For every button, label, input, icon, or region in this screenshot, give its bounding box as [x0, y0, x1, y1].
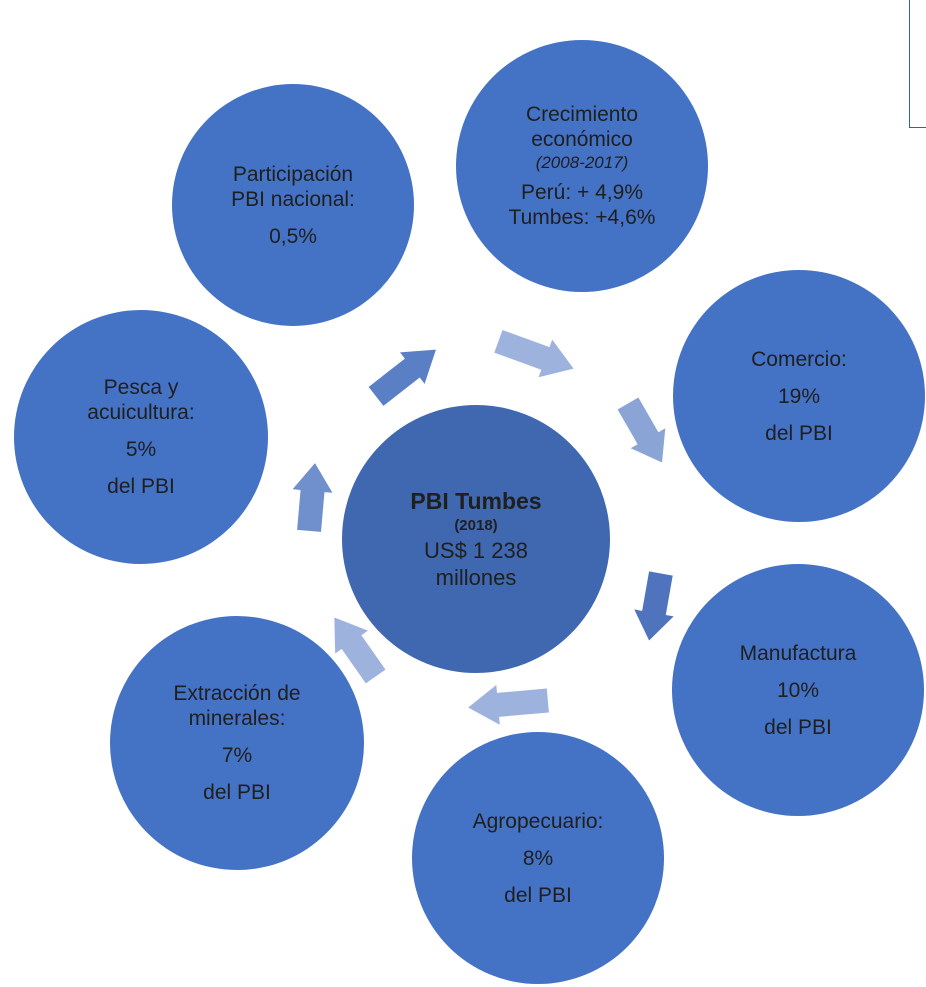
pesca-value: 5%: [125, 438, 157, 461]
comercio-unit: del PBI: [765, 421, 833, 445]
agropecuario-label: Agropecuario:: [472, 809, 604, 833]
agropecuario-value: 8%: [522, 846, 554, 870]
center-value-line1: US$ 1 238: [424, 538, 528, 563]
arrow-4: [468, 684, 549, 725]
pesca-line2: acuicultura:: [87, 401, 195, 424]
manufactura-value: 10%: [776, 678, 820, 702]
participacion-line1: Participación: [232, 162, 354, 186]
participacion-value: 0,5%: [269, 224, 317, 248]
arrow-5: [334, 617, 386, 684]
comercio-label: Comercio:: [751, 347, 847, 371]
center-pbi-tumbes: PBI Tumbes (2018) US$ 1 238 millones: [340, 403, 612, 675]
node-pesca: Pesca y acuicultura: 5% del PBI: [14, 310, 268, 564]
crecimiento-line1: Crecimiento: [525, 103, 639, 126]
arrow-7: [368, 349, 436, 406]
crecimiento-tumbes: Tumbes: +4,6%: [508, 206, 656, 229]
edge-box: [909, 0, 926, 128]
extraccion-line1: Extracción de: [173, 682, 301, 705]
node-participacion: Participación PBI nacional: 0,5%: [172, 84, 414, 326]
center-value-line2: millones: [435, 565, 517, 590]
node-manufactura: Manufactura 10% del PBI: [672, 564, 924, 816]
node-extraccion: Extracción de minerales: 7% del PBI: [110, 616, 364, 870]
agropecuario-unit: del PBI: [504, 883, 572, 907]
node-comercio: Comercio: 19% del PBI: [673, 270, 925, 522]
center-year: (2018): [454, 517, 498, 534]
comercio-value: 19%: [777, 384, 821, 408]
crecimiento-peru: Perú: + 4,9%: [521, 181, 643, 204]
manufactura-unit: del PBI: [764, 715, 832, 739]
crecimiento-period: (2008-2017): [535, 153, 629, 172]
arrow-3: [634, 571, 674, 641]
node-crecimiento: Crecimiento económico (2008-2017) Perú: …: [456, 40, 708, 292]
arrow-1: [494, 330, 574, 378]
extraccion-unit: del PBI: [203, 781, 271, 804]
arrow-2: [617, 397, 666, 463]
extraccion-value: 7%: [221, 744, 253, 767]
center-title: PBI Tumbes: [410, 488, 542, 514]
extraccion-line2: minerales:: [188, 707, 286, 730]
manufactura-label: Manufactura: [739, 641, 857, 665]
crecimiento-line2: económico: [531, 128, 633, 151]
node-agropecuario: Agropecuario: 8% del PBI: [412, 732, 664, 984]
arrow-6: [292, 463, 333, 532]
pesca-line1: Pesca y: [103, 376, 179, 399]
participacion-line2: PBI nacional:: [231, 187, 355, 211]
pesca-unit: del PBI: [107, 475, 175, 498]
